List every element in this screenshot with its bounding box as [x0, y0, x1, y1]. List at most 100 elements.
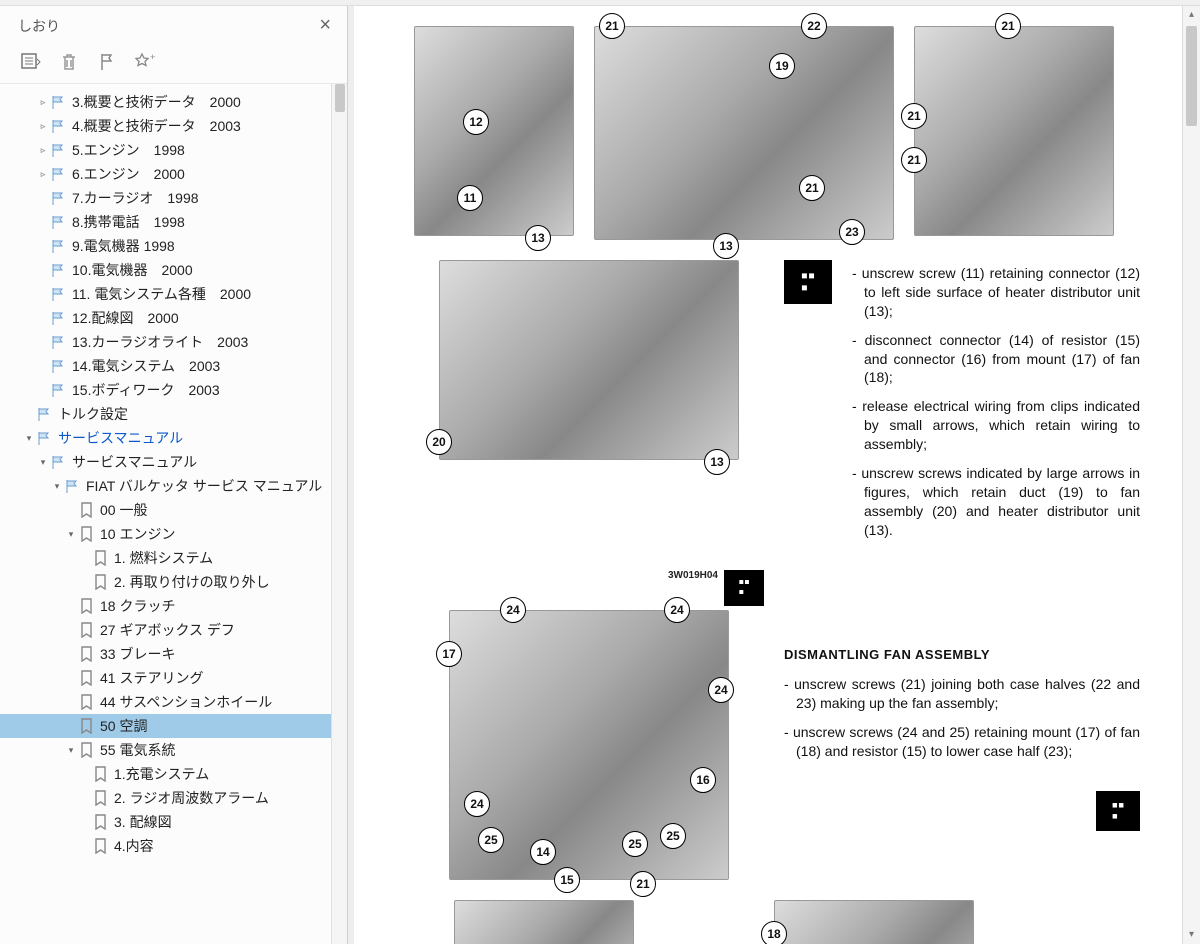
close-icon[interactable]: × [315, 14, 335, 37]
bookmark-icon [78, 670, 94, 686]
bookmark-item[interactable]: 13.カーラジオライト 2003 [0, 330, 347, 354]
assembly-icon: ▪▪▪ [724, 570, 764, 606]
flag-icon [50, 382, 66, 398]
bookmark-label: 2. 再取り付けの取り外し [114, 572, 270, 592]
bookmarks-sidebar: しおり × + ▹3.概要と技術データ 2000▹4.概要と技術データ 2003… [0, 6, 348, 944]
bookmark-item[interactable]: 9.電気機器 1998 [0, 234, 347, 258]
star-add-icon[interactable]: + [134, 51, 156, 73]
bookmark-item[interactable]: 33 ブレーキ [0, 642, 347, 666]
bookmark-item[interactable]: ▹6.エンジン 2000 [0, 162, 347, 186]
bookmark-item[interactable]: 11. 電気システム各種 2000 [0, 282, 347, 306]
bookmark-item[interactable]: 2. 再取り付けの取り外し [0, 570, 347, 594]
callout-label: 25 [478, 827, 504, 853]
sidebar-scrollbar[interactable] [331, 84, 347, 944]
bookmark-item[interactable]: 1.充電システム [0, 762, 347, 786]
figure: 2013 [439, 260, 739, 460]
bookmark-icon [92, 790, 108, 806]
bookmark-item[interactable]: ▾サービスマニュアル [0, 426, 347, 450]
bookmark-item[interactable]: 41 ステアリング [0, 666, 347, 690]
sidebar-toolbar: + [0, 43, 347, 84]
bookmark-tree[interactable]: ▹3.概要と技術データ 2000▹4.概要と技術データ 2003▹5.エンジン … [0, 84, 347, 944]
flag-icon [64, 478, 80, 494]
bookmark-item[interactable]: ▾FIAT バルケッタ サービス マニュアル [0, 474, 347, 498]
bookmark-item[interactable]: 7.カーラジオ 1998 [0, 186, 347, 210]
bookmark-label: 3.概要と技術データ 2000 [72, 92, 241, 112]
bookmark-label: サービスマニュアル [58, 428, 183, 448]
bookmark-label: 18 クラッチ [100, 596, 175, 616]
bookmark-item[interactable]: 4.内容 [0, 834, 347, 858]
flag-icon [36, 430, 52, 446]
bookmark-icon [78, 742, 94, 758]
bookmark-label: 12.配線図 2000 [72, 308, 179, 328]
bookmark-icon [92, 814, 108, 830]
flag-icon [50, 238, 66, 254]
trash-icon[interactable] [58, 51, 80, 73]
bookmark-label: 7.カーラジオ 1998 [72, 188, 199, 208]
bookmark-item[interactable]: 00 一般 [0, 498, 347, 522]
bookmark-label: 10 エンジン [100, 524, 175, 544]
list-icon[interactable] [20, 51, 42, 73]
bookmark-label: 4.概要と技術データ 2003 [72, 116, 241, 136]
bookmark-item[interactable]: 3. 配線図 [0, 810, 347, 834]
bookmark-item[interactable]: 14.電気システム 2003 [0, 354, 347, 378]
bookmark-item[interactable]: 15.ボディワーク 2003 [0, 378, 347, 402]
callout-label: 14 [530, 839, 556, 865]
bookmark-label: 50 空調 [100, 716, 147, 736]
bookmark-label: 10.電気機器 2000 [72, 260, 193, 280]
bookmark-label: 44 サスペンションホイール [100, 692, 272, 712]
sidebar-title: しおり [18, 16, 60, 36]
callout-label: 12 [463, 109, 489, 135]
callout-label: 16 [690, 767, 716, 793]
bookmark-label: 6.エンジン 2000 [72, 164, 185, 184]
bookmark-item[interactable]: ▾10 エンジン [0, 522, 347, 546]
callout-label: 19 [769, 53, 795, 79]
bookmark-item[interactable]: トルク設定 [0, 402, 347, 426]
flag-icon [36, 406, 52, 422]
bookmark-label: 14.電気システム 2003 [72, 356, 220, 376]
assembly-icon: ▪▪▪ [1096, 791, 1140, 831]
bookmark-item[interactable]: 18 クラッチ [0, 594, 347, 618]
figure: 1817 [774, 900, 974, 944]
content-scrollbar[interactable]: ▴ ▾ [1182, 6, 1200, 944]
flag-icon [50, 334, 66, 350]
bookmark-label: 27 ギアボックス デフ [100, 620, 235, 640]
bookmark-label: 55 電気系統 [100, 740, 175, 760]
callout-label: 22 [801, 13, 827, 39]
bookmark-label: 3. 配線図 [114, 812, 172, 832]
bookmark-item[interactable]: ▹3.概要と技術データ 2000 [0, 90, 347, 114]
bookmark-label: トルク設定 [58, 404, 128, 424]
bookmark-item[interactable]: 27 ギアボックス デフ [0, 618, 347, 642]
figure: 221921211323 [594, 26, 894, 240]
bookmark-icon [78, 598, 94, 614]
callout-label: 20 [426, 429, 452, 455]
flag-add-icon[interactable] [96, 51, 118, 73]
bookmark-label: 4.内容 [114, 836, 154, 856]
bookmark-icon [78, 526, 94, 542]
callout-label: 24 [500, 597, 526, 623]
bookmark-item[interactable]: ▹4.概要と技術データ 2003 [0, 114, 347, 138]
bookmark-icon [78, 646, 94, 662]
bookmark-item[interactable]: ▾サービスマニュアル [0, 450, 347, 474]
bookmark-item[interactable]: ▾55 電気系統 [0, 738, 347, 762]
bookmark-item[interactable]: 8.携帯電話 1998 [0, 210, 347, 234]
bookmark-label: 15.ボディワーク 2003 [72, 380, 220, 400]
bookmark-item[interactable]: 44 サスペンションホイール [0, 690, 347, 714]
bookmark-label: 9.電気機器 1998 [72, 236, 175, 256]
bookmark-item[interactable]: 50 空調 [0, 714, 347, 738]
callout-label: 21 [599, 13, 625, 39]
callout-label: 21 [901, 147, 927, 173]
bookmark-item[interactable]: 1. 燃料システム [0, 546, 347, 570]
bookmark-item[interactable]: 12.配線図 2000 [0, 306, 347, 330]
callout-label: 11 [457, 185, 483, 211]
callout-label: 18 [761, 921, 787, 944]
bookmark-item[interactable]: ▹5.エンジン 1998 [0, 138, 347, 162]
document-viewer: 121113 221921211323 212121 2013 ▪▪▪ - un… [348, 6, 1200, 944]
flag-icon [50, 310, 66, 326]
bookmark-item[interactable]: 2. ラジオ周波数アラーム [0, 786, 347, 810]
figure: 212121 [914, 26, 1114, 236]
bookmark-label: 1.充電システム [114, 764, 209, 784]
bookmark-item[interactable]: 10.電気機器 2000 [0, 258, 347, 282]
callout-label: 24 [464, 791, 490, 817]
bookmark-label: 00 一般 [100, 500, 147, 520]
flag-icon [50, 142, 66, 158]
